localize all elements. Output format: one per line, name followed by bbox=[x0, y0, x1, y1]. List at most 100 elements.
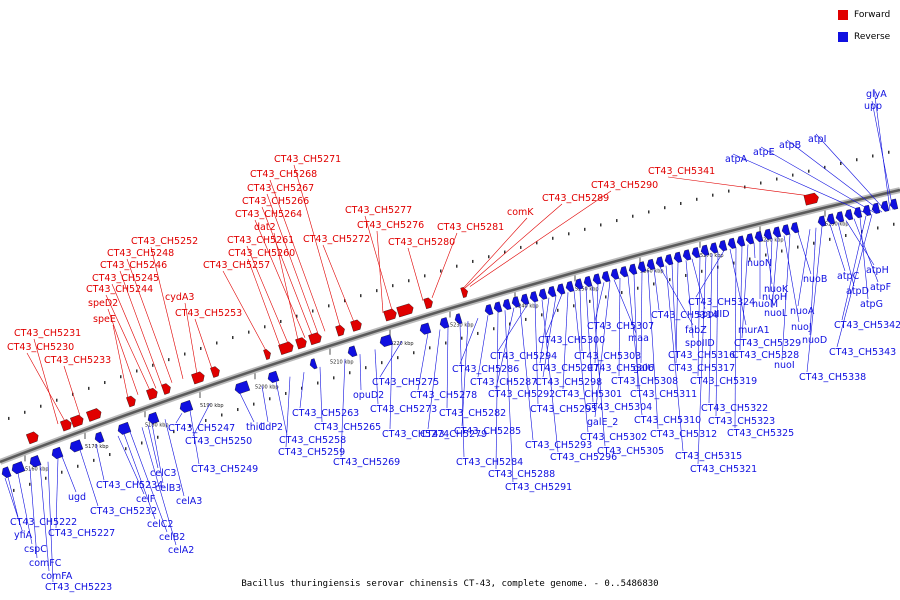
gene-label: nuoK bbox=[764, 284, 789, 295]
tick-mark bbox=[525, 317, 527, 321]
gene-label: nuoA bbox=[790, 306, 815, 317]
leader-line bbox=[504, 310, 514, 483]
tick-mark bbox=[872, 154, 874, 158]
gene-labels: CT43_CH5231 CT43_CH5230 CT43_CH5233 speE spe… bbox=[7, 89, 900, 593]
reverse-gene bbox=[484, 304, 494, 316]
leader-line bbox=[4, 477, 23, 531]
reverse-gene bbox=[29, 455, 42, 468]
leader-line bbox=[734, 247, 737, 429]
gene-label: glyA bbox=[866, 89, 887, 100]
gene-label: CT43_CH5302 bbox=[580, 432, 647, 443]
gene-label: celC3 bbox=[150, 468, 176, 479]
gene-label: CT43_CH5258 bbox=[279, 435, 346, 446]
gene-label: CT43_CH5233 bbox=[44, 355, 111, 366]
leader-line bbox=[809, 227, 817, 336]
gene-label: CT43_CH5281 bbox=[437, 222, 504, 233]
leader-line bbox=[126, 258, 173, 383]
gene-label: CT43_CH5293 bbox=[525, 440, 592, 451]
leader-line bbox=[359, 354, 362, 391]
tick-mark bbox=[477, 331, 479, 335]
reverse-gene bbox=[347, 345, 358, 357]
leader-line bbox=[459, 323, 465, 458]
forward-gene bbox=[60, 419, 72, 432]
tick-mark bbox=[605, 295, 607, 299]
leader-line bbox=[47, 461, 54, 583]
reverse-gene bbox=[844, 209, 854, 221]
kbp-tick-label: 5260 kbp bbox=[640, 269, 664, 275]
gene-label: CT43_CH5322 bbox=[701, 403, 768, 414]
reverse-gene bbox=[574, 278, 584, 290]
gene-label: atpF bbox=[870, 282, 891, 293]
reverse-gene bbox=[718, 240, 728, 252]
tick-mark bbox=[301, 386, 303, 390]
tick-mark bbox=[8, 416, 10, 420]
leader-line bbox=[618, 277, 621, 377]
reverse-gene bbox=[700, 244, 710, 256]
gene-label: atpB bbox=[779, 140, 801, 151]
leader-line bbox=[340, 358, 346, 458]
reverse-gene bbox=[853, 207, 863, 219]
gene-label: murA1 bbox=[738, 325, 770, 336]
leader-line bbox=[729, 249, 747, 326]
tick-mark bbox=[152, 363, 154, 367]
gene-label: fabZ bbox=[685, 325, 707, 336]
leader-line bbox=[322, 244, 355, 323]
leader-line bbox=[675, 262, 679, 364]
gene-label: CT43_CH5286 bbox=[452, 364, 519, 375]
leader-line bbox=[319, 366, 323, 423]
gene-label: CT43_CH5260 bbox=[228, 248, 295, 259]
tick-mark bbox=[861, 230, 863, 234]
reverse-gene bbox=[547, 286, 557, 298]
gene-label: CT43_CH5234 bbox=[96, 480, 163, 491]
leader-line bbox=[786, 139, 883, 213]
gene-label: CT43_CH5341 bbox=[648, 166, 715, 177]
gene-label: CT43_CH5338 bbox=[799, 372, 866, 383]
reverse-gene bbox=[691, 247, 701, 259]
tick-mark bbox=[696, 197, 698, 201]
tick-mark bbox=[749, 257, 751, 261]
forward-gene bbox=[803, 192, 819, 206]
leader-line bbox=[151, 423, 164, 484]
leader-line bbox=[585, 287, 594, 403]
tick-mark bbox=[429, 346, 431, 350]
leader-line bbox=[275, 381, 288, 436]
tick-mark bbox=[557, 308, 559, 312]
gene-label: atpG bbox=[860, 299, 883, 310]
forward-swatch bbox=[838, 10, 848, 20]
leader-line bbox=[239, 393, 255, 423]
leader-line bbox=[534, 301, 539, 405]
tick-mark bbox=[541, 313, 543, 317]
reverse-gene bbox=[379, 334, 394, 347]
tick-mark bbox=[781, 249, 783, 253]
leader-line bbox=[254, 219, 306, 338]
tick-mark bbox=[344, 299, 346, 303]
gene-label: CT43_CH5280 bbox=[388, 237, 455, 248]
tick-mark bbox=[685, 273, 687, 277]
gene-layer bbox=[1, 192, 899, 478]
tick-mark bbox=[653, 282, 655, 286]
reverse-gene bbox=[610, 268, 620, 280]
reverse-gene bbox=[11, 461, 26, 475]
tick-mark bbox=[397, 356, 399, 360]
leader-line bbox=[459, 318, 479, 365]
reverse-gene bbox=[1, 466, 12, 478]
tick-mark bbox=[141, 441, 143, 445]
reverse-gene bbox=[709, 242, 719, 254]
tick-mark bbox=[184, 352, 186, 356]
tick-mark bbox=[408, 279, 410, 283]
tick-mark bbox=[456, 264, 458, 268]
gene-label: CT43_CH5230 bbox=[7, 342, 74, 353]
forward-gene bbox=[161, 383, 171, 395]
gene-label: CT43_CH5329 bbox=[734, 338, 801, 349]
tick-mark bbox=[13, 488, 15, 492]
gene-label: CT43_CH5267 bbox=[247, 183, 314, 194]
gene-label: CT43_CH5264 bbox=[235, 209, 302, 220]
tick-mark bbox=[88, 386, 90, 390]
gene-label: speE bbox=[93, 314, 116, 325]
reverse-gene bbox=[745, 233, 755, 245]
tick-mark bbox=[509, 322, 511, 326]
leader-line bbox=[417, 333, 429, 391]
leader-line bbox=[273, 232, 299, 341]
gene-label: CT43_CH5278 bbox=[410, 390, 477, 401]
reverse-gene bbox=[520, 293, 530, 305]
